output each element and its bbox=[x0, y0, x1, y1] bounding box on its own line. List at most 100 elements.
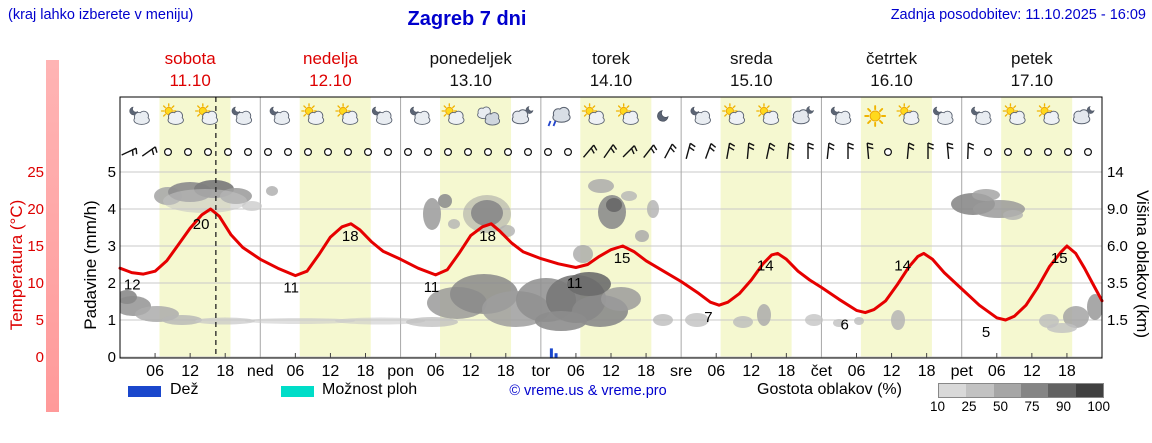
cloud-blob bbox=[601, 287, 641, 311]
chart-shape bbox=[482, 107, 491, 115]
cloud-blob bbox=[588, 179, 614, 193]
chart-shape bbox=[337, 113, 341, 117]
chart-shape bbox=[652, 144, 658, 151]
sun-cloud-icon bbox=[160, 103, 184, 125]
chart-shape bbox=[420, 111, 429, 121]
day-date: 11.10 bbox=[170, 71, 211, 90]
copyright-link[interactable]: © vreme.us & vreme.pro bbox=[509, 383, 667, 399]
temp-value-label: 15 bbox=[1051, 250, 1068, 267]
hour-label: 12 bbox=[1023, 363, 1041, 380]
chart-shape bbox=[525, 106, 534, 114]
calm-wind-icon bbox=[983, 148, 992, 157]
day-date: 13.10 bbox=[449, 71, 492, 90]
wind-barb-icon bbox=[765, 142, 776, 159]
chart-shape bbox=[867, 119, 872, 124]
day-name: četrtek bbox=[866, 49, 918, 68]
cloud-blob bbox=[335, 317, 425, 325]
sun-cloud-icon bbox=[722, 103, 746, 125]
day-date: 15.10 bbox=[730, 71, 773, 90]
cloud-axis-label: Višina oblakov (km) bbox=[1133, 190, 1152, 338]
wind-barb-icon bbox=[807, 142, 814, 159]
day-date: 16.10 bbox=[870, 71, 913, 90]
day-abbrev-label: čet bbox=[811, 363, 833, 380]
chart-shape bbox=[443, 113, 447, 117]
chart-shape bbox=[205, 105, 209, 109]
temp-axis-tick: 15 bbox=[27, 238, 44, 255]
calm-wind-icon bbox=[384, 148, 393, 157]
rain-bar bbox=[549, 348, 553, 358]
chart-shape bbox=[943, 111, 952, 121]
page-title: Zagreb 7 dni bbox=[407, 8, 527, 30]
temp-value-label: 14 bbox=[894, 257, 911, 274]
moon-cloud-icon bbox=[690, 106, 711, 125]
chart-shape bbox=[582, 144, 595, 158]
density-value: 75 bbox=[1024, 399, 1040, 414]
chart-shape bbox=[583, 113, 587, 117]
density-value: 90 bbox=[1055, 399, 1071, 414]
day-name: petek bbox=[1011, 49, 1053, 68]
chart-shape bbox=[908, 142, 915, 147]
density-segment bbox=[939, 384, 967, 397]
hour-label: 12 bbox=[181, 363, 199, 380]
chart-shape bbox=[748, 146, 755, 151]
chart-shape bbox=[726, 143, 731, 160]
chart-shape bbox=[303, 105, 307, 109]
calm-wind-icon bbox=[523, 148, 532, 157]
chart-shape bbox=[688, 146, 695, 152]
chart-shape bbox=[734, 111, 744, 121]
chart-shape bbox=[729, 142, 736, 147]
cloud-blob bbox=[1063, 306, 1089, 328]
chart-shape bbox=[840, 111, 850, 121]
density-segment bbox=[966, 384, 994, 397]
cloud-blob bbox=[423, 198, 441, 230]
cloud-blob bbox=[833, 319, 845, 327]
wind-barb-icon bbox=[906, 142, 915, 160]
chart-shape bbox=[592, 105, 596, 109]
sun-icon bbox=[864, 105, 887, 127]
day-name: torek bbox=[592, 49, 630, 68]
chart-shape bbox=[171, 105, 175, 109]
cloud-blob bbox=[621, 191, 637, 201]
cloud-moon-icon bbox=[511, 106, 534, 125]
chart-shape bbox=[311, 105, 315, 109]
chart-shape bbox=[728, 146, 735, 151]
wind-barb-icon bbox=[704, 143, 717, 159]
density-value: 100 bbox=[1087, 399, 1110, 414]
chart-shape bbox=[279, 111, 289, 121]
temp-value-label: 7 bbox=[704, 309, 712, 326]
chart-shape bbox=[748, 142, 755, 147]
chart-shape bbox=[689, 142, 696, 148]
day-date: 17.10 bbox=[1011, 71, 1054, 90]
chart-shape bbox=[347, 111, 357, 121]
cloud-height-tick: 6.0 bbox=[1107, 238, 1128, 255]
hour-label: 06 bbox=[707, 363, 725, 380]
chart-shape bbox=[867, 108, 872, 113]
cloud-density-layer bbox=[120, 179, 1102, 333]
chart-shape bbox=[1013, 105, 1017, 109]
sun-cloud-icon bbox=[615, 103, 639, 125]
chart-shape bbox=[807, 146, 814, 150]
cloud-blob bbox=[573, 245, 593, 263]
cloud-blob bbox=[162, 315, 202, 325]
hour-label: 06 bbox=[567, 363, 585, 380]
chart-shape bbox=[806, 106, 814, 114]
temp-value-label: 12 bbox=[124, 277, 141, 294]
chart-shape bbox=[139, 111, 149, 121]
precip-axis-tick: 2 bbox=[108, 275, 116, 292]
chart-shape bbox=[643, 144, 655, 158]
calm-wind-icon bbox=[464, 148, 473, 157]
chart-shape bbox=[1047, 105, 1051, 109]
chart-shape bbox=[826, 142, 830, 160]
chart-shape bbox=[241, 111, 251, 121]
cloud-blob bbox=[757, 304, 771, 326]
hour-label: 12 bbox=[883, 363, 901, 380]
temp-value-label: 11 bbox=[567, 275, 583, 292]
day-date: 14.10 bbox=[590, 71, 633, 90]
chart-shape bbox=[163, 105, 166, 109]
calm-wind-icon bbox=[364, 148, 373, 157]
precip-axis-tick: 0 bbox=[108, 349, 116, 366]
wind-barb-icon bbox=[726, 142, 736, 160]
chart-shape bbox=[197, 113, 201, 117]
wind-barb-icon bbox=[685, 142, 696, 159]
cloud-moon-icon bbox=[1072, 106, 1095, 125]
